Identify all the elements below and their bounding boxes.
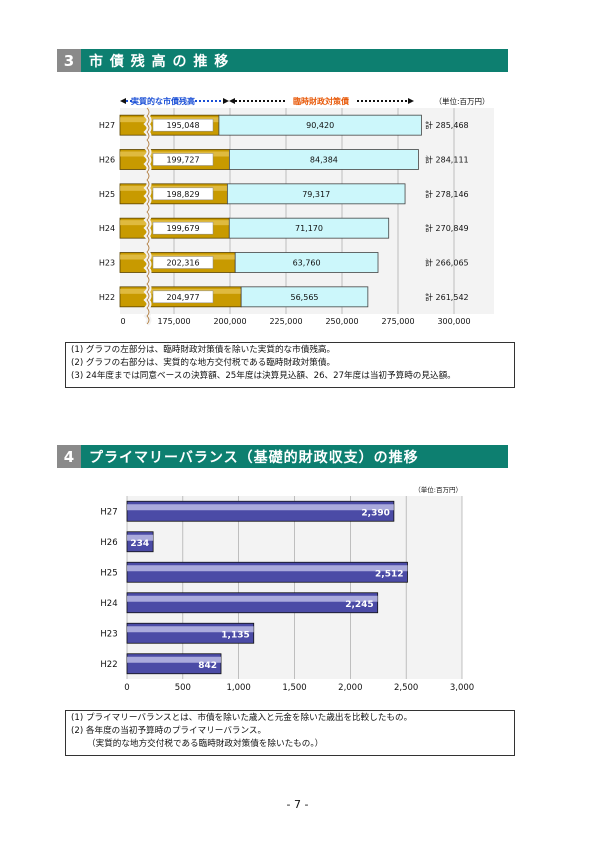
chart1-category-label: H25 xyxy=(99,190,115,199)
chart1-zero-label: 0 xyxy=(120,317,125,326)
special-debt-value-label: 63,760 xyxy=(293,259,321,268)
chart2-category-label: H23 xyxy=(100,629,117,639)
primary-balance-bar-highlight xyxy=(127,504,394,511)
total-value-label: 計 261,542 xyxy=(425,292,469,302)
special-debt-bar xyxy=(228,149,419,170)
total-value-label: 計 284,111 xyxy=(425,155,469,165)
section4-note-3: （実質的な地方交付税である臨時財政対策債を除いたもの。） xyxy=(87,739,324,749)
chart2-xtick-label: 2,000 xyxy=(338,683,362,693)
plot-area xyxy=(120,108,494,314)
real-debt-value-box xyxy=(152,221,214,235)
real-debt-value-label: 199,679 xyxy=(166,224,199,233)
section3-notes: (1) グラフの左部分は、臨時財政対策債を除いた実質的な市債残高。 (2) グラ… xyxy=(65,342,515,388)
section3-note-2: (2) グラフの右部分は、実質的な地方交付税である臨時財政対策債。 xyxy=(71,358,336,368)
real-debt-value-box xyxy=(152,256,214,269)
real-debt-value-label: 198,829 xyxy=(166,190,199,199)
real-debt-value-label: 199,727 xyxy=(166,156,199,165)
section4-title: プライマリーバランス（基礎的財政収支）の推移 xyxy=(89,449,419,466)
special-debt-bar xyxy=(228,217,390,239)
axis-break-line xyxy=(146,107,150,325)
chart1-unit-label: （単位:百万円） xyxy=(434,96,489,106)
section3-number: 3 xyxy=(57,49,81,72)
section3-header: 3 市 債 残 高 の 推 移 xyxy=(57,49,508,72)
chart2-category-label: H25 xyxy=(100,568,117,578)
section4-notes: (1) プライマリーバランスとは、市債を除いた歳入と元金を除いた歳出を比較したも… xyxy=(65,710,515,756)
chart1-xtick-label: 175,000 xyxy=(157,317,190,326)
chart2-unit-label: （単位:百万円） xyxy=(414,485,462,494)
debt-balance-chart: 175,000 200,000 225,000 250,000 275,000 300,0… xyxy=(87,88,497,334)
primary-balance-bar-highlight xyxy=(127,656,222,663)
page-number: - 7 - xyxy=(286,798,309,811)
total-value-label: 計 266,065 xyxy=(425,258,469,268)
special-debt-bar xyxy=(240,286,369,308)
chart1-category-label: H23 xyxy=(99,259,115,268)
special-debt-bar xyxy=(218,114,422,136)
chart2-xtick-label: 2,500 xyxy=(394,683,418,693)
section4-header: 4 プライマリーバランス（基礎的財政収支）の推移 xyxy=(57,445,508,468)
primary-balance-bar-highlight xyxy=(127,626,254,633)
section4-number: 4 xyxy=(57,445,81,468)
chart1-header-arrows xyxy=(120,98,414,104)
primary-balance-value-label: 842 xyxy=(198,661,217,671)
chart1-category-label: H22 xyxy=(99,293,115,302)
chart2-xtick-label: 1,000 xyxy=(226,683,250,693)
total-value-label: 計 285,468 xyxy=(425,120,469,130)
primary-balance-chart-svg: 0 500 1,000 1,500 2,000 2,500 3,000 H27 2,390 H26… xyxy=(100,485,474,693)
primary-balance-bar-highlight xyxy=(127,565,408,572)
special-debt-bar xyxy=(234,252,379,273)
chart1-xtick-label: 250,000 xyxy=(325,317,358,326)
chart1-xtick-label: 300,000 xyxy=(437,317,470,326)
real-debt-header-label: 実質的な市債残高 xyxy=(131,96,195,106)
real-debt-value-label: 204,977 xyxy=(166,293,199,302)
section3-note-1: (1) グラフの左部分は、臨時財政対策債を除いた実質的な市債残高。 xyxy=(71,345,336,355)
chart2-xtick-label: 1,500 xyxy=(282,683,306,693)
chart2-xtick-label: 500 xyxy=(175,683,191,693)
real-debt-value-box xyxy=(152,118,214,132)
primary-balance-bar-highlight xyxy=(127,534,154,541)
special-debt-value-label: 71,170 xyxy=(295,224,323,233)
total-value-label: 計 270,849 xyxy=(425,223,469,233)
chart1-xtick-label: 225,000 xyxy=(269,317,302,326)
primary-balance-value-label: 2,245 xyxy=(345,600,373,610)
special-debt-value-label: 90,420 xyxy=(306,121,334,130)
real-debt-value-box xyxy=(152,290,214,304)
special-debt-value-label: 84,384 xyxy=(310,156,338,165)
primary-balance-value-label: 2,390 xyxy=(361,508,389,518)
section4-note-1: (1) プライマリーバランスとは、市債を除いた歳入と元金を除いた歳出を比較したも… xyxy=(71,713,413,723)
chart2-category-label: H27 xyxy=(100,507,117,517)
debt-balance-chart-svg: 175,000 200,000 225,000 250,000 275,000 300,0… xyxy=(99,96,494,326)
real-debt-value-label: 195,048 xyxy=(166,121,199,130)
primary-balance-value-label: 1,135 xyxy=(221,630,249,640)
primary-balance-bar-highlight xyxy=(127,595,378,602)
chart1-category-label: H27 xyxy=(99,121,115,130)
section4-note-2: (2) 各年度の当初予算時のプライマリーバランス。 xyxy=(71,726,267,736)
chart1-category-label: H26 xyxy=(99,156,115,165)
chart1-category-label: H24 xyxy=(99,224,115,233)
chart1-xtick-label: 275,000 xyxy=(381,317,414,326)
chart2-category-label: H24 xyxy=(100,599,117,609)
real-debt-value-box xyxy=(152,187,214,201)
total-value-label: 計 278,146 xyxy=(425,189,469,199)
real-debt-value-box xyxy=(152,153,214,166)
section3-title: 市 債 残 高 の 推 移 xyxy=(89,53,230,70)
chart2-xtick-label: 3,000 xyxy=(450,683,474,693)
chart2-xtick-label: 0 xyxy=(124,683,129,693)
primary-balance-value-label: 2,512 xyxy=(375,569,403,579)
real-debt-value-label: 202,316 xyxy=(166,259,199,268)
chart2-category-label: H26 xyxy=(100,538,117,548)
section3-note-3: (3) 24年度までは同意ベースの決算額、25年度は決算見込額、26、27年度は… xyxy=(71,371,456,381)
chart2-category-label: H22 xyxy=(100,660,117,670)
special-debt-bar xyxy=(226,183,406,205)
primary-balance-value-label: 234 xyxy=(130,539,149,549)
special-debt-value-label: 56,565 xyxy=(291,293,319,302)
special-debt-value-label: 79,317 xyxy=(302,190,330,199)
chart1-xtick-label: 200,000 xyxy=(213,317,246,326)
primary-balance-chart: 0 500 1,000 1,500 2,000 2,500 3,000 H27 2,390 H26… xyxy=(87,484,497,696)
special-debt-header-label: 臨時財政対策債 xyxy=(293,96,349,106)
